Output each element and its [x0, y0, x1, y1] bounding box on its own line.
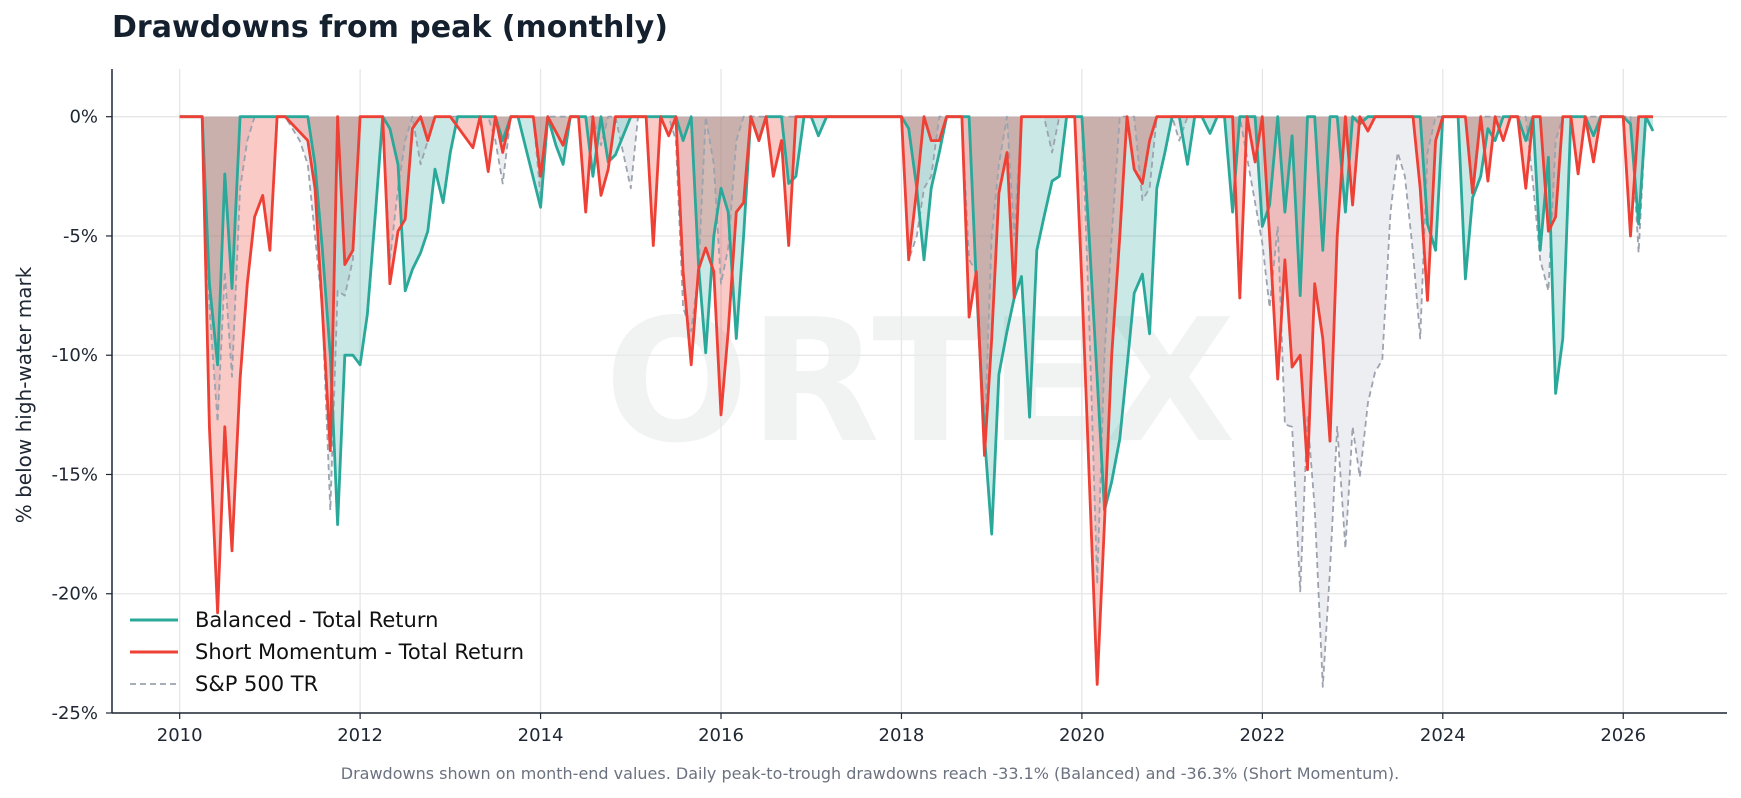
y-tick-label: -15%	[51, 464, 98, 485]
x-tick-label: 2020	[1059, 725, 1105, 746]
y-tick-label: -5%	[63, 226, 98, 247]
x-tick-label: 2014	[518, 725, 564, 746]
x-tick-label: 2024	[1420, 725, 1466, 746]
series-lines	[179, 115, 1655, 688]
watermark: ORTEX	[605, 283, 1236, 481]
footnote: Drawdowns shown on month-end values. Dai…	[341, 764, 1399, 783]
y-tick-label: -20%	[51, 584, 98, 605]
y-tick-label: 0%	[69, 107, 98, 128]
chart-title: Drawdowns from peak (monthly)	[112, 10, 668, 45]
series-area-fill	[179, 116, 1654, 535]
series-line	[179, 115, 1655, 536]
legend: Balanced - Total Return Short Momentum - …	[130, 608, 524, 696]
legend-label: Balanced - Total Return	[195, 608, 438, 632]
x-tick-label: 2026	[1600, 725, 1646, 746]
series-line	[179, 115, 1653, 688]
x-tick-label: 2022	[1239, 725, 1285, 746]
axes	[106, 69, 1727, 719]
y-axis-label: % below high-water mark	[12, 266, 36, 523]
x-tick-label: 2016	[698, 725, 744, 746]
series-line	[179, 115, 1653, 686]
legend-label: Short Momentum - Total Return	[195, 640, 524, 664]
y-tick-label: -10%	[51, 345, 98, 366]
legend-label: S&P 500 TR	[195, 672, 318, 696]
y-tick-label: -25%	[51, 703, 98, 724]
x-tick-label: 2012	[337, 725, 383, 746]
x-tick-label: 2010	[157, 725, 203, 746]
x-tick-label: 2018	[879, 725, 925, 746]
tick-labels: 2010 2012 2014 2016 2018 2020 2022 2024 2026 0% -5…	[51, 107, 1646, 746]
